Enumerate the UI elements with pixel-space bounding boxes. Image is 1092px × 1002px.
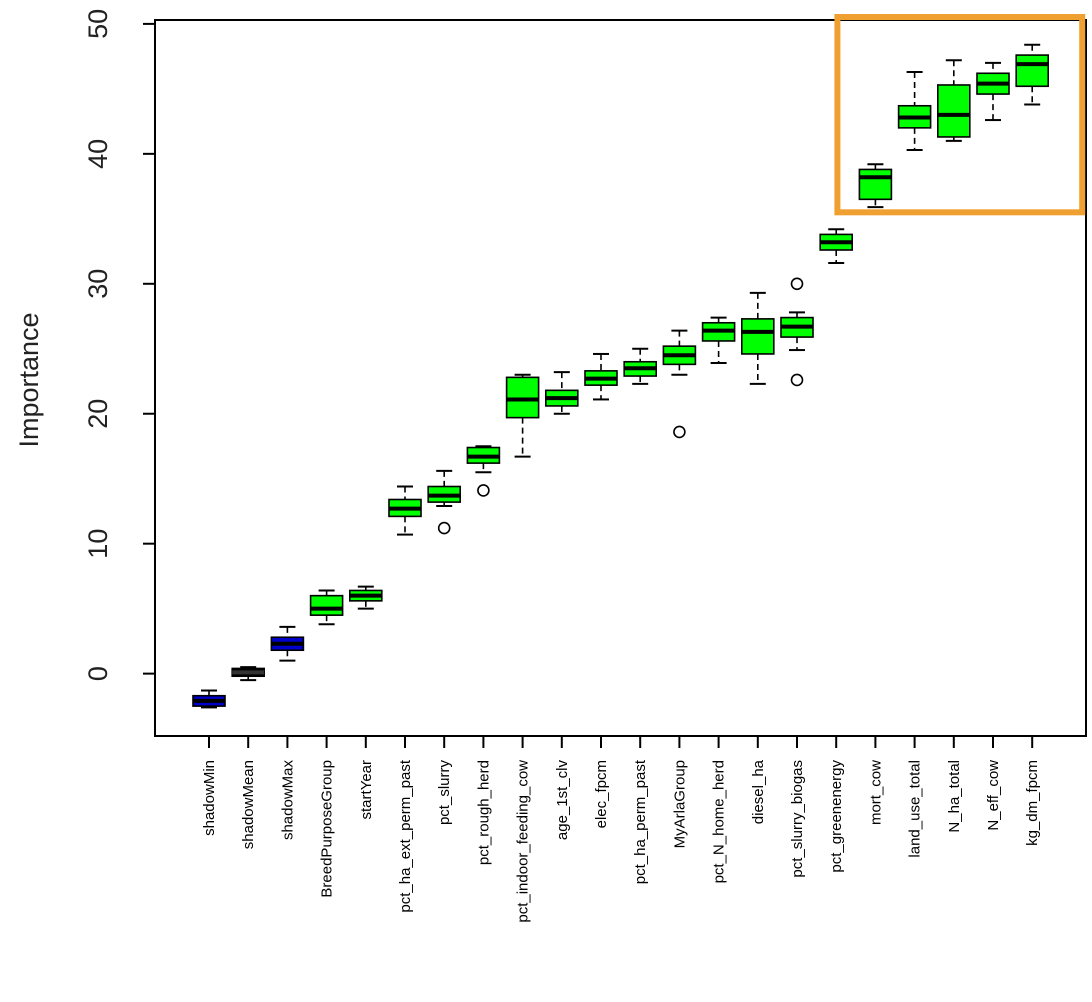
x-tick-label: elec_fpcm — [593, 760, 610, 828]
y-tick-label: 50 — [83, 9, 113, 39]
box-shadowMax — [270, 625, 305, 662]
x-tick-label: pct_indoor_feeding_cow — [515, 760, 532, 923]
box-body — [1015, 54, 1050, 88]
box-pct_slurry — [427, 469, 462, 535]
y-tick-label: 40 — [83, 139, 113, 169]
box-pct_slurry_biogas — [780, 277, 814, 387]
box-mort_cow — [858, 163, 893, 209]
x-tick-label: age_1st_clv — [554, 760, 571, 841]
box-pct_rough_herd — [466, 445, 501, 497]
x-tick-label: pct_greenenergy — [828, 760, 845, 873]
box-shadowMin — [192, 689, 226, 709]
box-pct_ha_perm_past — [623, 347, 658, 385]
x-tick-label: MyArlaGroup — [671, 760, 688, 848]
x-tick-label: pct_rough_herd — [475, 760, 492, 865]
x-tick-label: land_use_total — [907, 760, 924, 858]
box-startYear — [348, 585, 383, 610]
outlier-point — [477, 484, 490, 497]
x-tick-label: pct_ha_ext_perm_past — [397, 759, 414, 912]
box-land_use_total — [897, 70, 932, 151]
x-tick-label: BreedPurposeGroup — [319, 760, 336, 898]
box-N_eff_cow — [976, 61, 1010, 122]
box-kg_dm_fpcm — [1015, 43, 1050, 106]
x-tick-label: pct_N_home_herd — [711, 760, 728, 883]
box-pct_indoor_feeding_cow — [505, 373, 540, 458]
box-diesel_ha — [740, 291, 775, 385]
outlier-point — [673, 425, 686, 439]
box-body — [858, 168, 893, 201]
y-tick-label: 20 — [83, 399, 113, 429]
plot-frame — [154, 19, 1087, 737]
highlight-box — [834, 14, 1086, 216]
x-tick-label: shadowMax — [279, 760, 296, 841]
box-body — [740, 318, 775, 355]
box-shadowMean — [231, 666, 265, 682]
outlier-point — [790, 373, 804, 387]
y-axis-title: Importance — [14, 312, 44, 447]
y-tick-label: 0 — [83, 666, 113, 681]
box-BreedPurposeGroup — [309, 589, 344, 626]
box-body — [309, 594, 344, 616]
box-MyArlaGroup — [662, 329, 697, 439]
outlier-point — [790, 277, 804, 291]
x-tick-label: diesel_ha — [750, 759, 767, 824]
box-pct_N_home_herd — [701, 316, 736, 365]
box-age_1st_clv — [544, 371, 579, 415]
box-pct_ha_ext_perm_past — [388, 485, 422, 536]
box-N_ha_total — [936, 59, 971, 142]
x-tick-label: pct_slurry — [436, 760, 453, 826]
y-axis: 0 10 20 30 40 50 — [83, 9, 155, 681]
x-tick-label: N_eff_cow — [985, 760, 1002, 831]
x-tick-label: shadowMin — [201, 760, 218, 836]
x-tick-label: N_ha_total — [946, 760, 963, 833]
y-tick-label: 30 — [83, 269, 113, 299]
outlier-point — [437, 521, 451, 535]
x-tick-label: shadowMean — [240, 760, 257, 849]
x-tick-label: pct_slurry_biogas — [789, 760, 806, 878]
boxes-layer — [192, 43, 1050, 709]
x-tick-label: pct_ha_perm_past — [632, 759, 649, 884]
x-tick-label: mort_cow — [867, 760, 884, 825]
x-axis: shadowMin shadowMean shadowMax BreedPurpose… — [201, 736, 1041, 923]
box-elec_fpcm — [584, 352, 618, 401]
box-pct_greenenergy — [819, 228, 854, 264]
box-body — [936, 84, 971, 138]
x-tick-label: startYear — [358, 760, 375, 819]
y-tick-label: 10 — [83, 529, 113, 559]
x-tick-label: kg_dm_fpcm — [1024, 760, 1041, 846]
